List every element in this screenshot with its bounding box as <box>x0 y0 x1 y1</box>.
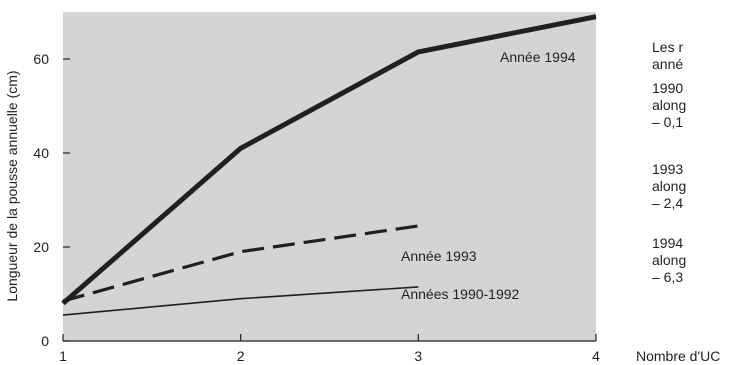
series-line <box>61 14 597 306</box>
y-axis-ticks: 0 20 40 60 <box>33 51 70 349</box>
y-tick-label: 0 <box>41 333 49 349</box>
y-tick-label: 60 <box>33 51 49 67</box>
series-label: Années 1990-1992 <box>401 286 520 302</box>
x-tick-label: 4 <box>592 348 600 364</box>
series-label: Année 1994 <box>500 49 576 65</box>
side-text-line: – 2,4 <box>652 195 684 211</box>
side-text-1990: 1990 along – 0,1 <box>652 80 686 131</box>
series-labels: Année 1994 Année 1993 Années 1990-1992 <box>401 49 576 302</box>
side-text-1993: 1993 along – 2,4 <box>652 161 686 212</box>
series-line <box>62 286 419 316</box>
side-text-line: – 6,3 <box>652 269 684 285</box>
side-text-line: 1990 <box>652 80 684 96</box>
x-axis-title: Nombre d'UC <box>636 348 720 364</box>
side-text-line: 1994 <box>652 235 684 251</box>
side-text-line: anné <box>652 56 684 72</box>
side-text-line: along <box>652 178 687 194</box>
series-label: Année 1993 <box>401 248 477 264</box>
side-text-intro: Les r anné <box>652 39 683 73</box>
side-text-line: 1993 <box>652 161 684 177</box>
side-text-line: Les r <box>652 39 684 55</box>
x-tick-label: 3 <box>414 348 422 364</box>
series-layer <box>61 14 597 316</box>
side-text-line: – 0,1 <box>652 114 684 130</box>
y-tick-label: 20 <box>33 239 49 255</box>
x-tick-label: 2 <box>237 348 245 364</box>
y-tick-label: 40 <box>33 145 49 161</box>
side-text-line: along <box>652 97 687 113</box>
y-axis-title: Longueur de la pousse annuelle (cm) <box>4 70 20 301</box>
side-text-line: along <box>652 252 687 268</box>
x-axis-ticks: 1 2 3 4 <box>59 334 600 364</box>
x-tick-label: 1 <box>59 348 67 364</box>
plot-area <box>63 12 596 341</box>
side-text-1994: 1994 along – 6,3 <box>652 235 686 286</box>
